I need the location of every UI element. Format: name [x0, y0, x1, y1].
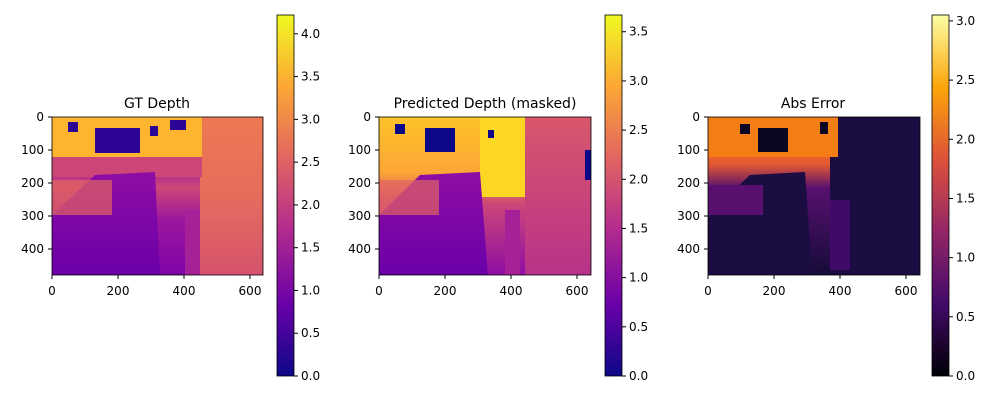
y-tick-label: 400	[677, 242, 700, 256]
colorbar-tick-label: 2.0	[956, 132, 975, 146]
colorbar: 0.0 0.5 1.0 1.5 2.0 2.5 3.0	[931, 14, 975, 383]
colorbar-tick-label: 1.5	[956, 191, 975, 205]
y-tick-label: 100	[348, 143, 371, 157]
panel-title: Predicted Depth (masked)	[394, 96, 577, 112]
colorbar-ticks: 0.0 0.5 1.0 1.5 2.0 2.5 3.0 3.5	[622, 25, 648, 383]
colorbar-tick-label: 3.0	[956, 14, 975, 28]
colorbar-tick-label: 3.5	[301, 70, 320, 84]
y-tick-label: 0	[36, 110, 44, 124]
x-tick-label: 600	[239, 284, 262, 298]
colorbar: 0.0 0.5 1.0 1.5 2.0 2.5 3.0 3.5	[604, 14, 648, 383]
colorbar-tick-label: 3.5	[629, 25, 648, 39]
error-image	[708, 117, 920, 275]
x-tick-label: 600	[895, 284, 918, 298]
colorbar-ticks: 0.0 0.5 1.0 1.5 2.0 2.5 3.0	[949, 14, 975, 383]
colorbar-tick-label: 0.5	[956, 310, 975, 324]
y-tick-label: 200	[348, 176, 371, 190]
y-tick-label: 300	[21, 209, 44, 223]
y-tick-label: 0	[363, 110, 371, 124]
y-tick-label: 300	[348, 209, 371, 223]
x-tick-label: 0	[375, 284, 383, 298]
x-axis: 0 200 400 600	[375, 275, 588, 298]
y-axis: 0 100 200 300 400	[677, 110, 708, 256]
colorbar-tick-label: 1.5	[301, 241, 320, 255]
colorbar-tick-label: 1.0	[301, 283, 320, 297]
colorbar-gradient	[276, 14, 295, 377]
colorbar-tick-label: 0.0	[301, 369, 320, 383]
y-tick-label: 100	[21, 143, 44, 157]
colorbar-tick-label: 0.0	[629, 369, 648, 383]
depth-image	[379, 117, 591, 275]
y-axis: 0 100 200 300 400	[348, 110, 379, 256]
colorbar-tick-label: 0.5	[629, 320, 648, 334]
y-tick-label: 0	[692, 110, 700, 124]
x-tick-label: 0	[48, 284, 56, 298]
x-tick-label: 400	[500, 284, 523, 298]
colorbar: 0.0 0.5 1.0 1.5 2.0 2.5 3.0 3.5 4.0	[276, 14, 320, 383]
colorbar-tick-label: 1.5	[629, 221, 648, 235]
panel-title: Abs Error	[781, 96, 846, 112]
colorbar-tick-label: 4.0	[301, 27, 320, 41]
colorbar-tick-label: 3.0	[301, 112, 320, 126]
colorbar-tick-label: 0.0	[956, 369, 975, 383]
y-tick-label: 400	[348, 242, 371, 256]
panel-title: GT Depth	[124, 96, 190, 112]
colorbar-tick-label: 2.5	[956, 73, 975, 87]
colorbar-tick-label: 1.0	[956, 251, 975, 265]
colorbar-tick-label: 2.5	[629, 123, 648, 137]
colorbar-tick-label: 3.0	[629, 74, 648, 88]
x-tick-label: 200	[434, 284, 457, 298]
panel-abs-error: Abs Error 0 200 400 600 0 100 200 300	[677, 14, 975, 383]
panel-predicted-depth: Predicted Depth (masked) 0 200 400 600 0…	[348, 14, 648, 383]
y-tick-label: 400	[21, 242, 44, 256]
colorbar-tick-label: 2.0	[301, 198, 320, 212]
colorbar-tick-label: 0.5	[301, 326, 320, 340]
x-tick-label: 200	[107, 284, 130, 298]
y-tick-label: 300	[677, 209, 700, 223]
x-tick-label: 0	[704, 284, 712, 298]
x-axis: 0 200 400 600	[48, 275, 261, 298]
y-tick-label: 100	[677, 143, 700, 157]
colorbar-tick-label: 1.0	[629, 271, 648, 285]
colorbar-gradient	[604, 14, 623, 377]
colorbar-ticks: 0.0 0.5 1.0 1.5 2.0 2.5 3.0 3.5 4.0	[294, 27, 320, 383]
colorbar-gradient	[931, 14, 950, 377]
colorbar-tick-label: 2.5	[301, 155, 320, 169]
x-tick-label: 400	[829, 284, 852, 298]
colorbar-tick-label: 2.0	[629, 172, 648, 186]
x-tick-label: 400	[173, 284, 196, 298]
x-axis: 0 200 400 600	[704, 275, 917, 298]
y-tick-label: 200	[677, 176, 700, 190]
panel-gt-depth: GT Depth 0 200 400 600 0 100	[21, 14, 320, 383]
x-tick-label: 600	[566, 284, 589, 298]
y-tick-label: 200	[21, 176, 44, 190]
depth-image	[52, 117, 263, 275]
y-axis: 0 100 200 300 400	[21, 110, 52, 256]
x-tick-label: 200	[763, 284, 786, 298]
